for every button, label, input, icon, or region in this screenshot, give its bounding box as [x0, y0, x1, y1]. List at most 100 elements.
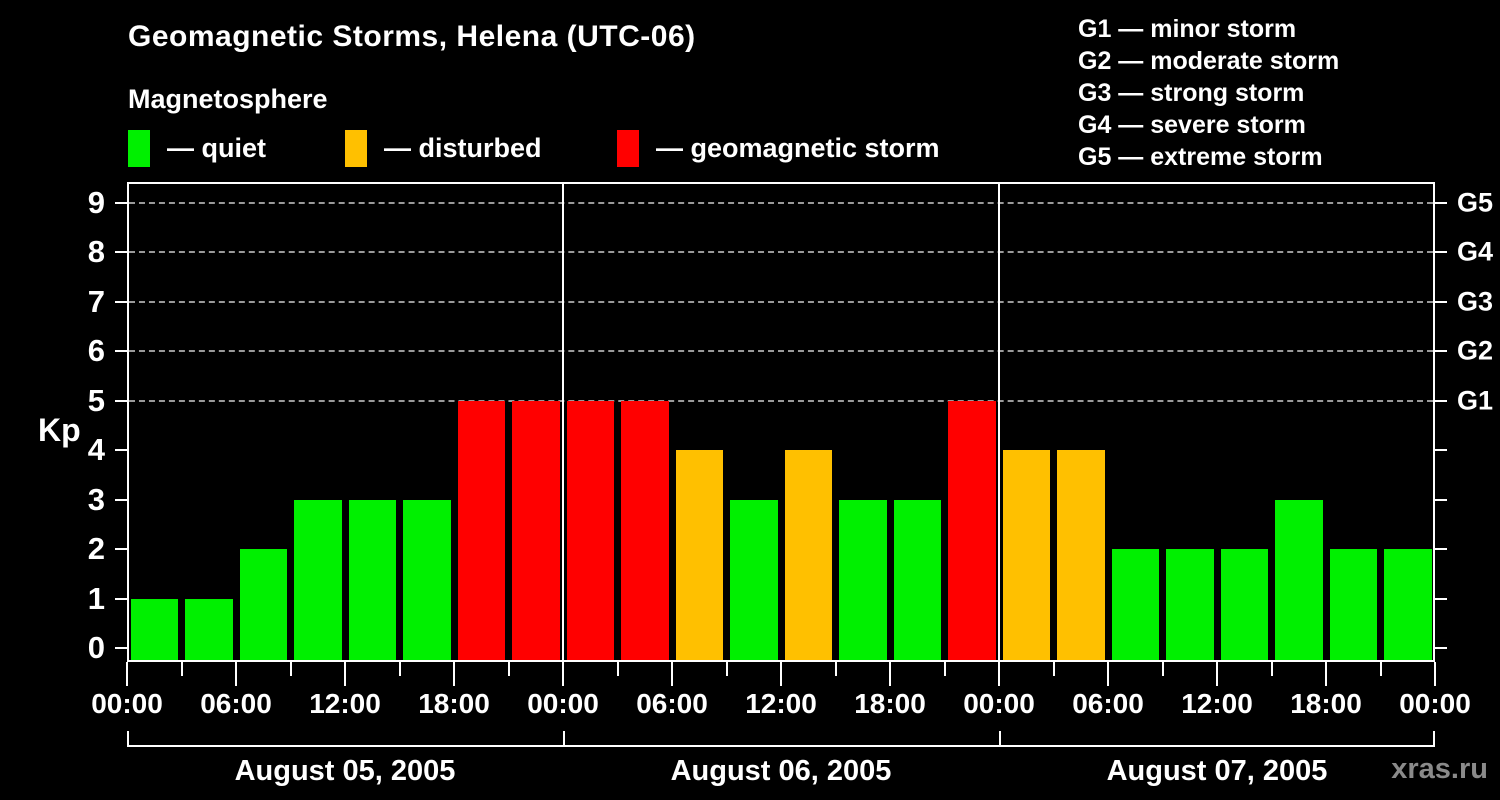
disturbed-color-swatch	[345, 130, 367, 167]
kp-bar	[730, 499, 778, 660]
x-axis-tick	[780, 662, 782, 686]
gridline-kp-7	[129, 300, 1433, 303]
y-axis-tick-right	[1435, 449, 1447, 452]
legend-item-label: — disturbed	[384, 133, 542, 163]
kp-bar	[239, 549, 287, 660]
legend-title: Magnetosphere	[128, 84, 328, 114]
x-axis-tick-label: 12:00	[745, 688, 817, 719]
kp-bar	[893, 499, 941, 660]
x-axis-tick	[344, 662, 346, 686]
x-axis-tick-label: 06:00	[1072, 688, 1144, 719]
kp-bar	[566, 400, 614, 660]
y-axis-tick-right	[1435, 251, 1447, 254]
y-axis-tick-right	[1435, 300, 1447, 303]
legend-item-label: — geomagnetic storm	[656, 133, 940, 163]
kp-bar	[675, 450, 723, 660]
y-axis-tick-label: 0	[87, 630, 105, 665]
kp-bar	[784, 450, 832, 660]
y-axis-tick-label: 6	[87, 333, 105, 369]
y-axis-tick-left	[115, 300, 127, 303]
x-axis-tick-label: 00:00	[963, 688, 1035, 719]
x-axis-tick-label: 00:00	[1399, 688, 1471, 719]
x-axis-tick	[1216, 662, 1218, 686]
kp-bar	[621, 400, 669, 660]
plot-area	[127, 182, 1435, 662]
x-axis-tick	[562, 662, 564, 686]
x-axis-tick	[1161, 662, 1164, 676]
kp-bar	[1220, 549, 1268, 660]
g-scale-tick-label: G1	[1457, 385, 1494, 416]
kp-bar	[130, 598, 178, 660]
y-axis-tick-label: 3	[87, 481, 105, 517]
x-axis-tick-label: 12:00	[1181, 688, 1253, 719]
g-scale-tick-label: G4	[1457, 236, 1494, 267]
y-axis-tick-left	[115, 548, 127, 551]
x-axis-tick	[1379, 662, 1382, 676]
x-axis-tick	[889, 662, 891, 686]
y-axis-tick-right	[1435, 498, 1447, 501]
gridline-kp-8	[129, 251, 1433, 254]
x-axis-tick	[1270, 662, 1273, 676]
y-axis-tick-left	[115, 498, 127, 501]
y-axis-tick-left	[115, 597, 127, 600]
date-label: August 07, 2005	[1106, 755, 1328, 787]
kp-bar	[512, 400, 560, 660]
kp-bar	[457, 400, 505, 660]
kp-bar	[839, 499, 887, 660]
x-axis-tick-label: 12:00	[309, 688, 381, 719]
y-axis-tick-left	[115, 399, 127, 402]
g-scale-tick-label: G5	[1457, 187, 1494, 218]
date-bracket-tick	[1433, 731, 1435, 747]
kp-bar	[1057, 450, 1105, 660]
kp-bar	[1111, 549, 1159, 660]
g-scale-tick-label: G2	[1457, 335, 1494, 366]
kp-bar	[294, 499, 342, 660]
y-axis-tick-right	[1435, 548, 1447, 551]
y-axis-tick-label: 7	[87, 283, 105, 319]
x-axis-tick-label: 18:00	[418, 688, 490, 719]
date-label: August 05, 2005	[234, 755, 456, 787]
x-axis-tick	[671, 662, 673, 686]
legend-item-storm: — geomagnetic storm	[617, 130, 940, 167]
kp-bar	[1166, 549, 1214, 660]
y-axis-tick-label: 2	[87, 531, 105, 567]
storm-scale-legend-line: G2 — moderate storm	[1078, 47, 1340, 75]
x-axis-tick	[180, 662, 183, 676]
x-axis-tick	[126, 662, 128, 686]
y-axis-tick-left	[115, 449, 127, 452]
y-axis-label: Kp	[38, 412, 81, 448]
x-axis-tick-label: 06:00	[636, 688, 708, 719]
storm-scale-legend: G1 — minor storm G2 — moderate storm G3 — …	[1078, 13, 1339, 173]
x-axis-tick	[1434, 662, 1436, 686]
y-axis-tick-right	[1435, 647, 1447, 649]
y-axis-tick-right	[1435, 399, 1447, 402]
y-axis-tick-label: 5	[87, 382, 105, 418]
y-axis-tick-left	[115, 251, 127, 254]
y-axis-tick-label: 1	[87, 580, 105, 616]
x-axis-tick	[998, 662, 1000, 686]
kp-bar	[1275, 499, 1323, 660]
y-axis-tick-label: 9	[87, 185, 105, 220]
y-axis-tick-left	[115, 350, 127, 353]
y-axis-tick-right	[1435, 597, 1447, 600]
x-axis-tick-label: 00:00	[91, 688, 163, 719]
kp-bar	[185, 598, 233, 660]
kp-bar	[403, 499, 451, 660]
x-axis-tick	[725, 662, 728, 676]
kp-bar	[1329, 549, 1377, 660]
x-axis-tick	[235, 662, 237, 686]
x-axis-tick	[1107, 662, 1109, 686]
date-bracket-tick	[127, 731, 129, 747]
g-scale-tick-label: G3	[1457, 286, 1494, 317]
date-bracket-tick	[563, 731, 565, 747]
kp-bar	[948, 400, 996, 660]
gridline-kp-5	[129, 399, 1433, 402]
day-separator-line	[562, 182, 564, 662]
y-axis-tick-right	[1435, 202, 1447, 204]
x-axis-tick-label: 18:00	[1290, 688, 1362, 719]
kp-bar	[1002, 450, 1050, 660]
y-axis-tick-right	[1435, 350, 1447, 353]
date-bracket-tick	[999, 731, 1001, 747]
